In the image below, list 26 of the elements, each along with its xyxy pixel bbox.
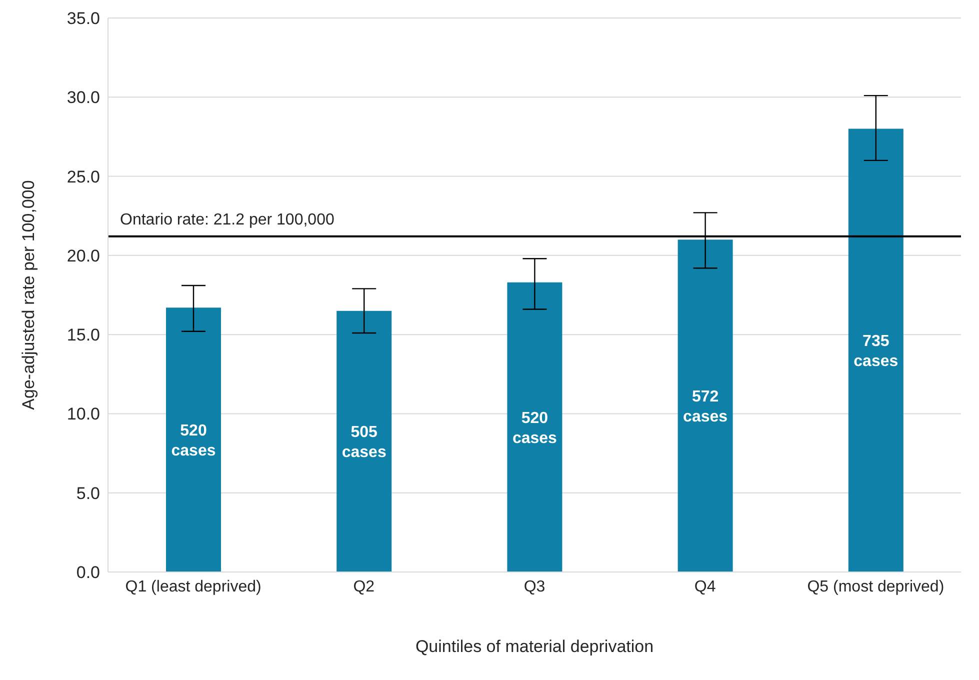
y-tick-label: 20.0 <box>66 246 100 266</box>
ref-line-label: Ontario rate: 21.2 per 100,000 <box>120 211 334 228</box>
y-tick-label: 35.0 <box>66 9 100 28</box>
x-tick-label: Q2 <box>353 578 375 596</box>
y-tick-label: 5.0 <box>76 484 100 503</box>
annotation: 735 cases <box>854 333 898 370</box>
annotation: 520 cases <box>512 410 558 447</box>
x-axis-title: Quintiles of material deprivation <box>415 637 654 656</box>
bar <box>507 282 562 572</box>
y-tick-label: 10.0 <box>66 404 100 424</box>
annotation: 520 cases <box>171 422 216 460</box>
y-tick-label: 0.0 <box>76 563 100 582</box>
y-tick-label: 30.0 <box>66 88 100 108</box>
x-tick-label: Q1 (least deprived) <box>125 578 262 596</box>
x-tick-label: Q5 (most deprived) <box>807 578 944 596</box>
bar <box>678 240 733 572</box>
bar <box>166 308 221 572</box>
bar <box>336 310 392 572</box>
annotation: 572 cases <box>683 388 728 426</box>
annotation: 505 cases <box>342 424 386 462</box>
y-tick-label: 15.0 <box>66 326 100 345</box>
x-tick-label: Q3 <box>524 578 546 596</box>
x-tick-label: Q4 <box>694 578 716 596</box>
y-axis-title: Age-adjusted rate per 100,000 <box>19 180 38 410</box>
y-tick-label: 25.0 <box>66 167 100 186</box>
bar <box>848 128 904 572</box>
